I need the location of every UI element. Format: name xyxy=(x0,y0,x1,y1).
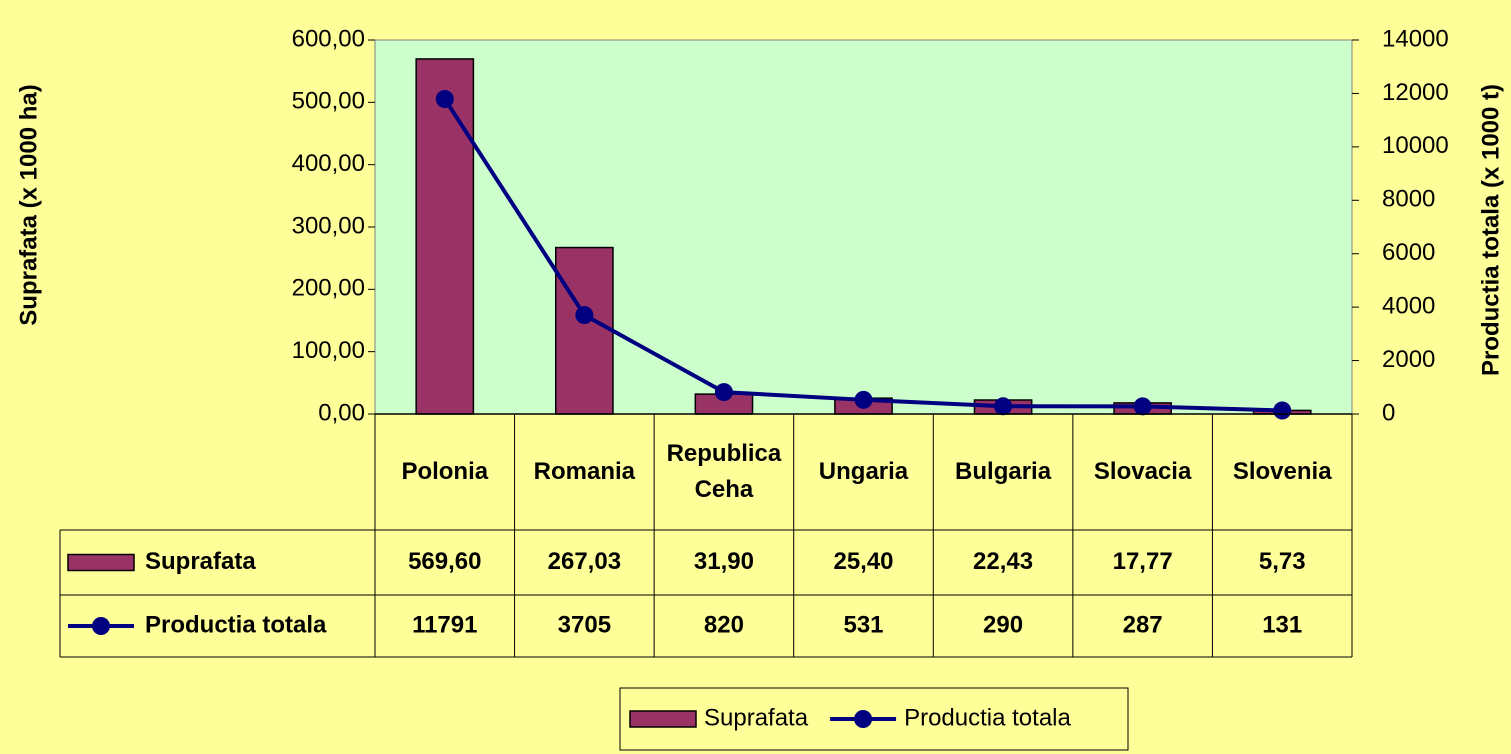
category-label: Slovacia xyxy=(1093,458,1192,485)
y2-tick-label: 2000 xyxy=(1382,346,1435,373)
legend-key xyxy=(854,710,873,728)
table-series-name: Suprafata xyxy=(145,548,256,575)
y-tick-label: 300,00 xyxy=(292,212,365,239)
table-value: 131 xyxy=(1262,611,1302,638)
table-series-name: Productia totala xyxy=(145,611,327,638)
y2-tick-label: 8000 xyxy=(1382,186,1435,213)
y-tick-label: 400,00 xyxy=(292,150,365,177)
table-value: 287 xyxy=(1123,611,1163,638)
line-marker xyxy=(575,306,594,325)
bar xyxy=(554,246,614,415)
y-axis-title: Suprafata (x 1000 ha) xyxy=(15,84,42,325)
bar xyxy=(415,58,475,415)
table-value: 820 xyxy=(704,611,744,638)
legend-label: Productia totala xyxy=(904,704,1071,731)
line-marker xyxy=(1273,401,1292,420)
y2-axis-title: Productia totala (x 1000 t) xyxy=(1477,84,1504,376)
plot-area xyxy=(374,39,1353,415)
y-tick-label: 500,00 xyxy=(292,88,365,115)
table-value: 531 xyxy=(843,611,883,638)
category-label: Romania xyxy=(533,458,636,485)
table-value: 17,77 xyxy=(1113,548,1173,575)
line-marker xyxy=(714,383,733,402)
category-label: Republica Ceha xyxy=(666,440,782,503)
line-marker xyxy=(854,390,873,409)
y2-tick-label: 6000 xyxy=(1382,239,1435,266)
line-marker xyxy=(1133,397,1152,416)
y-tick-label: 100,00 xyxy=(292,337,365,364)
table-value: 3705 xyxy=(558,611,611,638)
line-marker xyxy=(435,90,454,109)
table-value: 290 xyxy=(983,611,1023,638)
line-marker xyxy=(994,397,1013,416)
y2-tick-label: 12000 xyxy=(1382,79,1449,106)
y-tick-label: 600,00 xyxy=(292,25,365,52)
table-value: 25,40 xyxy=(833,548,893,575)
table-value: 267,03 xyxy=(548,548,621,575)
category-label: Ungaria xyxy=(818,458,909,485)
y-tick-label: 200,00 xyxy=(292,275,365,302)
y2-tick-label: 10000 xyxy=(1382,132,1449,159)
y2-tick-label: 0 xyxy=(1382,399,1395,426)
category-label: Bulgaria xyxy=(955,458,1052,485)
y2-tick-label: 4000 xyxy=(1382,292,1435,319)
table-value: 569,60 xyxy=(408,548,481,575)
table-value: 22,43 xyxy=(973,548,1033,575)
y-tick-label: 0,00 xyxy=(318,399,365,426)
table-value: 31,90 xyxy=(694,548,754,575)
y2-tick-label: 14000 xyxy=(1382,25,1449,52)
table-value: 5,73 xyxy=(1259,548,1306,575)
legend-label: Suprafata xyxy=(704,704,809,731)
table-legend-key xyxy=(92,617,110,635)
legend-key xyxy=(629,710,697,728)
table-legend-key xyxy=(67,553,135,572)
category-label: Slovenia xyxy=(1232,458,1332,485)
table-value: 11791 xyxy=(412,611,477,638)
category-label: Polonia xyxy=(401,458,489,485)
